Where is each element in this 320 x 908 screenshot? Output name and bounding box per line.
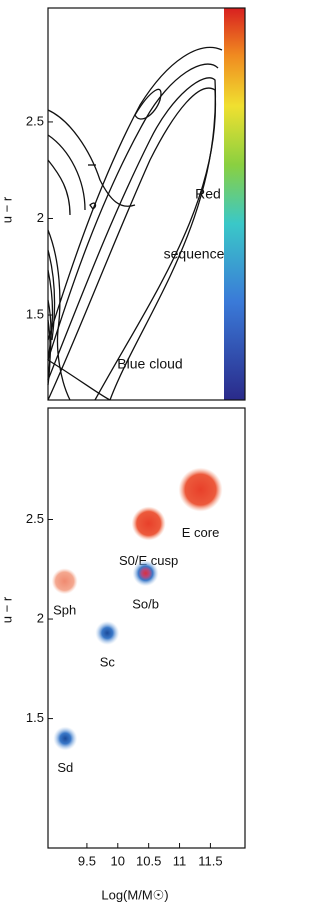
x-tick-label: 10.5 bbox=[136, 853, 161, 868]
contour bbox=[47, 77, 217, 401]
annotation: sequence bbox=[164, 246, 225, 262]
y-tick-label: 2 bbox=[37, 610, 44, 625]
x-tick-label: 10 bbox=[111, 853, 125, 868]
contour bbox=[47, 134, 86, 211]
galaxy-marker bbox=[132, 560, 159, 587]
point-label: So/b bbox=[132, 597, 159, 612]
galaxy-marker bbox=[51, 568, 78, 595]
colorbar bbox=[224, 8, 245, 400]
galaxy-marker bbox=[95, 620, 120, 645]
contour bbox=[47, 109, 136, 207]
y-tick-label: 2.5 bbox=[26, 113, 44, 128]
x-tick-label: 9.5 bbox=[78, 853, 96, 868]
point-label: Sd bbox=[57, 760, 73, 775]
y-tick-label: 1.5 bbox=[26, 710, 44, 725]
contour bbox=[47, 229, 71, 401]
contour bbox=[47, 63, 219, 361]
x-axis-label: Log(M/M☉) bbox=[101, 887, 168, 902]
y-axis-label: u − r bbox=[0, 596, 14, 623]
point-label: S0/E cusp bbox=[119, 553, 178, 568]
contour bbox=[89, 202, 97, 210]
contour bbox=[134, 88, 162, 120]
galaxy-marker bbox=[131, 506, 166, 541]
y-tick-label: 1.5 bbox=[26, 306, 44, 321]
y-axis-label: u − r bbox=[0, 196, 14, 223]
x-tick-label: 11 bbox=[173, 853, 187, 868]
contour bbox=[47, 159, 71, 216]
galaxy-marker bbox=[178, 467, 223, 512]
frame bbox=[47, 407, 246, 849]
contour bbox=[47, 359, 111, 401]
contours bbox=[47, 46, 223, 401]
contour bbox=[47, 319, 51, 386]
annotation: Red bbox=[195, 186, 221, 202]
contour bbox=[47, 87, 217, 401]
contour bbox=[47, 249, 56, 341]
figure: u − r u − r Log(M/M☉) Red sequence Blue … bbox=[0, 7, 246, 902]
annotation: Blue cloud bbox=[117, 356, 182, 372]
y-tick-label: 2.5 bbox=[26, 511, 44, 526]
y-tick-label: 2 bbox=[37, 210, 44, 225]
frame bbox=[47, 7, 246, 401]
galaxy-marker bbox=[53, 726, 78, 751]
contour bbox=[47, 46, 223, 341]
x-tick-label: 11.5 bbox=[198, 853, 222, 868]
point-label: Sph bbox=[53, 603, 76, 618]
point-label: Sc bbox=[100, 654, 116, 669]
point-label: E core bbox=[182, 525, 220, 540]
